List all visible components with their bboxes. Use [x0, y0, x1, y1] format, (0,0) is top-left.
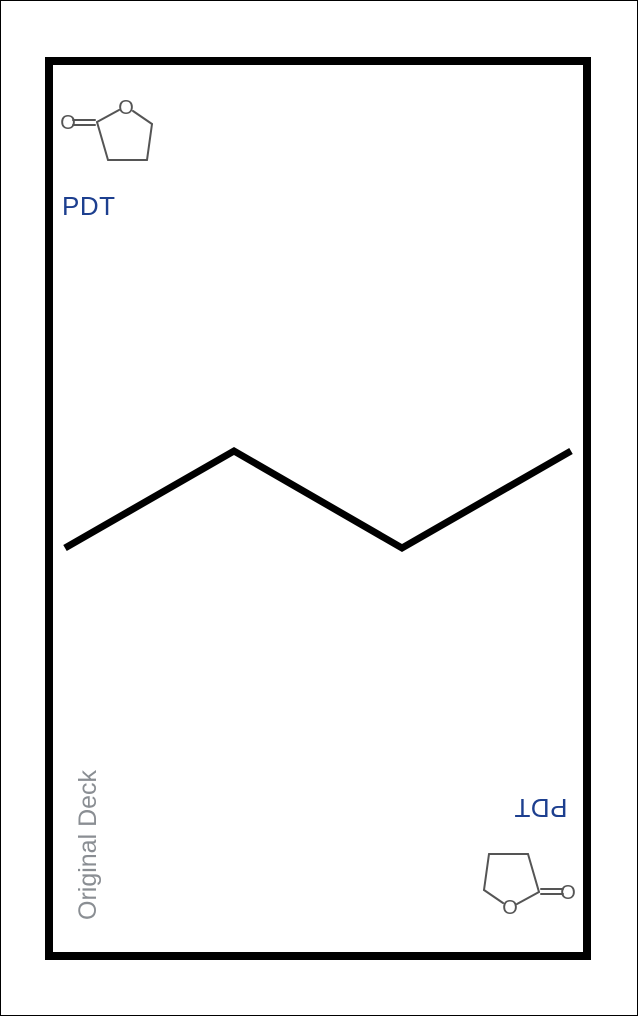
card-label-top: PDT	[62, 191, 116, 221]
card[interactable]	[45, 57, 591, 960]
oxygen-atom-label: O	[118, 97, 134, 119]
oxygen-atom-label: O	[60, 112, 76, 134]
oxygen-atom-label: O	[560, 882, 576, 904]
deck-name: Original Deck	[74, 769, 102, 920]
lactone-icon-top: O O	[60, 97, 153, 161]
oxygen-atom-label: O	[502, 897, 518, 918]
lactone-icon-bottom: O O	[483, 853, 576, 918]
card-label-bottom: PDT	[514, 793, 568, 823]
